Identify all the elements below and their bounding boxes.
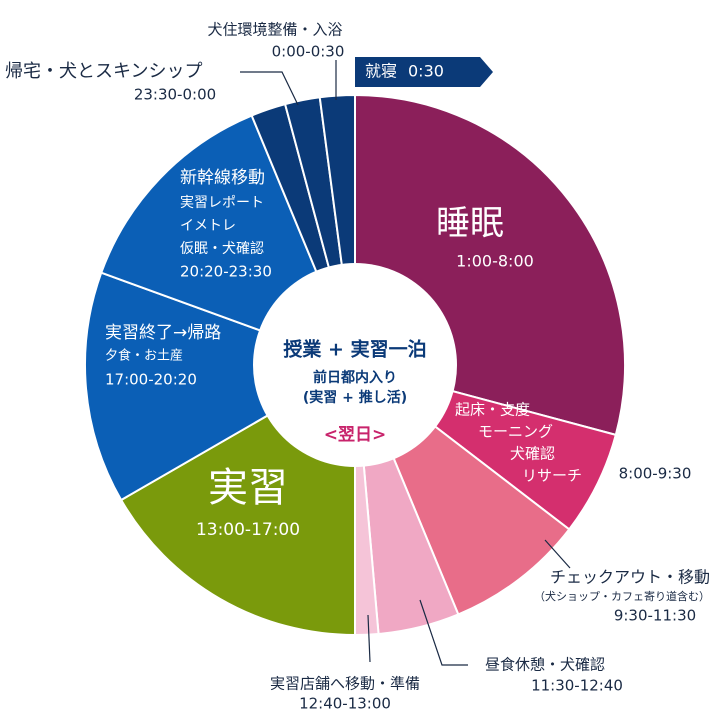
segment-detail: 犬確認 (510, 445, 555, 463)
segment-time: 8:00-9:30 (619, 465, 692, 483)
segment-time: 13:00-17:00 (196, 520, 300, 540)
center-line: (実習 + 推し活) (303, 389, 407, 406)
segment-name: 実習 (208, 465, 288, 511)
leader-line (419, 599, 468, 666)
segment-time: 11:30-12:40 (531, 677, 623, 695)
segment-detail: 仮眠・犬確認 (180, 241, 264, 257)
bedtime-flag (355, 57, 493, 87)
segment-time: 23:30-0:00 (134, 86, 216, 104)
segment-detail: モーニング (478, 423, 553, 441)
segment-detail: リサーチ (522, 467, 582, 485)
segment-detail: （犬ショップ・カフェ寄り道含む） (534, 589, 710, 603)
segment-time: 0:30 (408, 62, 444, 81)
center-day: <翌日> (324, 425, 387, 445)
segment-name: 就寝 (365, 62, 397, 81)
wedge (84, 271, 358, 502)
segment-name: 帰宅・犬とスキンシップ (5, 61, 202, 82)
segment-time: 20:20-23:30 (180, 263, 272, 281)
leader-line (240, 71, 299, 106)
segment-time: 1:00-8:00 (456, 252, 534, 271)
donut-hole (253, 263, 457, 467)
center-line: 前日都内入り (313, 369, 397, 386)
segment-name: 起床・支度 (455, 401, 530, 419)
segment-detail: 実習レポート (180, 195, 264, 211)
segment-name: チェックアウト・移動 (550, 568, 710, 587)
segment-name: 新幹線移動 (180, 167, 265, 188)
segment-time: 17:00-20:20 (105, 371, 197, 389)
center-title: 授業 + 実習一泊 (283, 338, 426, 361)
segment-detail: イメトレ (180, 218, 236, 234)
segment-name: 睡眠 (436, 204, 504, 244)
segment-time: 12:40-13:00 (299, 695, 391, 713)
leader-line (544, 539, 571, 569)
segment-name: 犬住環境整備・入浴 (207, 21, 342, 39)
segment-name: 実習終了→帰路 (105, 323, 221, 343)
segment-time: 9:30-11:30 (614, 607, 696, 625)
segment-detail: 夕食・お土産 (105, 348, 183, 364)
segment-time: 0:00-0:30 (272, 43, 345, 61)
segment-name: 昼食休憩・犬確認 (485, 656, 605, 674)
segment-name: 実習店舗へ移動・準備 (270, 675, 420, 693)
leader-line (367, 614, 371, 663)
